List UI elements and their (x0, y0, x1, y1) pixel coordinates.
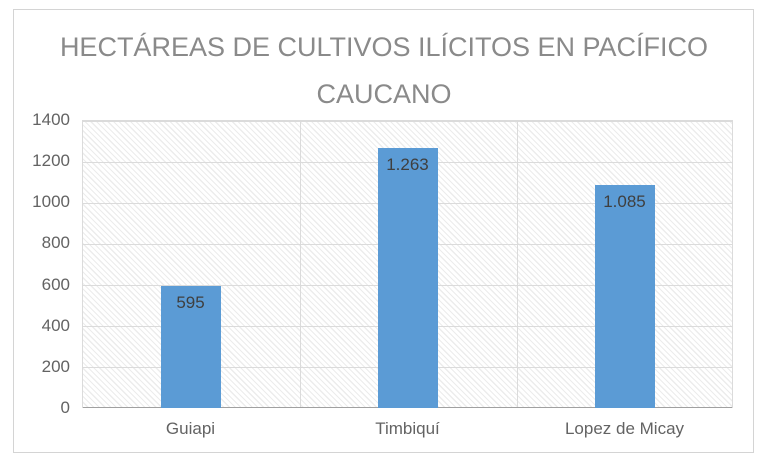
y-axis-tick-label: 1000 (32, 192, 70, 212)
y-axis-tick-label: 1200 (32, 151, 70, 171)
bar-value-label: 1.263 (386, 155, 429, 175)
gridline-vertical (299, 121, 301, 407)
y-axis-tick-label: 0 (60, 398, 70, 417)
y-axis-tick-label: 600 (41, 274, 70, 294)
chart-title: HECTÁREAS DE CULTIVOS ILÍCITOS EN PACÍFI… (0, 24, 768, 118)
y-axis-tick-label: 400 (41, 315, 70, 335)
gridline-vertical (516, 121, 518, 407)
x-axis-category-label: Lopez de Micay (564, 419, 685, 438)
y-axis-tick-label: 200 (41, 356, 70, 376)
bar-timbiquí: 1.263 (377, 148, 438, 408)
bar-lopez-de-micay: 1.085 (594, 184, 655, 408)
gridline-horizontal (83, 120, 732, 122)
y-axis-tick-label: 800 (41, 233, 70, 253)
bar-guiapi: 595 (160, 285, 221, 408)
x-axis-category-label: Timbiquí (375, 419, 440, 438)
chart-title-line-1: HECTÁREAS DE CULTIVOS ILÍCITOS EN PACÍFI… (59, 32, 709, 62)
y-axis-tick-label: 1400 (32, 110, 70, 129)
bar-value-label: 1.085 (603, 191, 646, 211)
chart-title-line-2: CAUCANO (316, 79, 452, 109)
bar-value-label: 595 (176, 292, 205, 312)
x-axis-category-label: Guiapi (165, 419, 216, 438)
